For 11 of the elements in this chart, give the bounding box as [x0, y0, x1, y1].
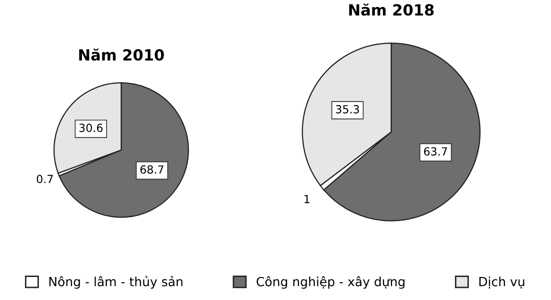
legend-label: Công nghiệp - xây dựng [256, 276, 405, 289]
data-label: 35.3 [336, 105, 359, 114]
chart-title: Năm 2010 [79, 48, 164, 61]
data-label: 1 [304, 194, 310, 204]
legend-label: Nông - lâm - thủy sản [49, 276, 182, 289]
data-label: 63.7 [424, 147, 448, 156]
legend-label: Dịch vụ [479, 276, 524, 288]
data-label: 0.7 [36, 174, 53, 184]
data-label: 30.6 [79, 124, 103, 132]
data-label: 68.7 [140, 165, 164, 174]
chart-title: Năm 2018 [349, 3, 434, 16]
